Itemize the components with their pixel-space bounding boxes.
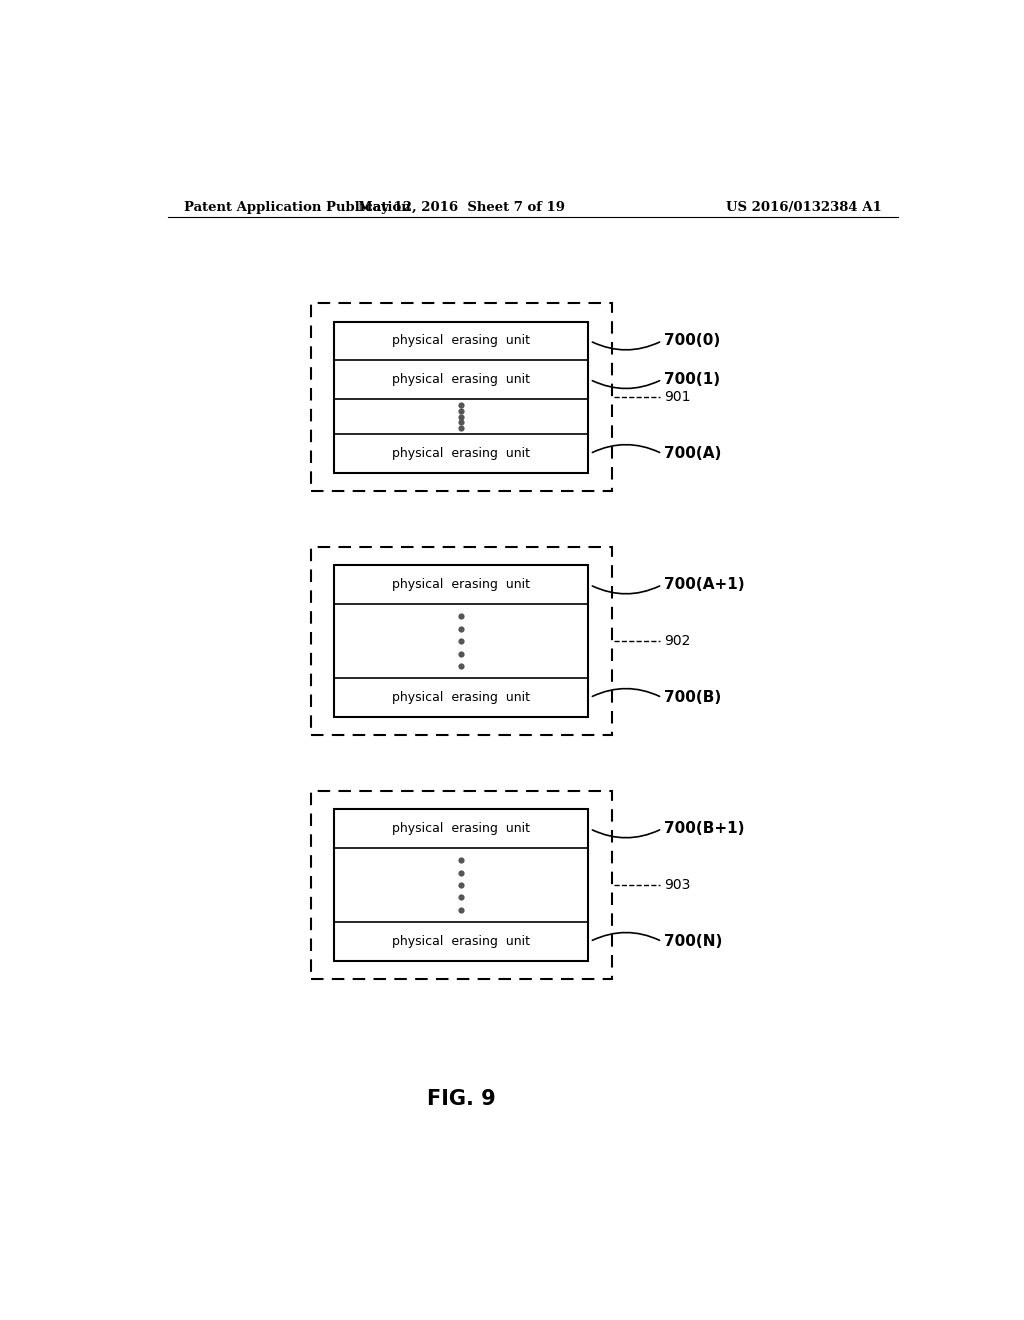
Text: physical  erasing  unit: physical erasing unit bbox=[392, 692, 530, 704]
Text: physical  erasing  unit: physical erasing unit bbox=[392, 822, 530, 836]
Text: 700(1): 700(1) bbox=[664, 372, 720, 387]
Text: US 2016/0132384 A1: US 2016/0132384 A1 bbox=[726, 201, 882, 214]
Text: 902: 902 bbox=[664, 634, 690, 648]
Text: 700(B): 700(B) bbox=[664, 690, 721, 705]
Text: 700(0): 700(0) bbox=[664, 334, 720, 348]
Text: physical  erasing  unit: physical erasing unit bbox=[392, 374, 530, 385]
FancyBboxPatch shape bbox=[334, 565, 588, 717]
Text: FIG. 9: FIG. 9 bbox=[427, 1089, 496, 1109]
Text: physical  erasing  unit: physical erasing unit bbox=[392, 447, 530, 461]
Text: physical  erasing  unit: physical erasing unit bbox=[392, 334, 530, 347]
FancyBboxPatch shape bbox=[334, 322, 588, 473]
Text: 700(A): 700(A) bbox=[664, 446, 721, 461]
Text: 901: 901 bbox=[664, 391, 690, 404]
Text: physical  erasing  unit: physical erasing unit bbox=[392, 935, 530, 948]
Text: 700(N): 700(N) bbox=[664, 935, 722, 949]
Text: 903: 903 bbox=[664, 878, 690, 892]
Text: 700(A+1): 700(A+1) bbox=[664, 577, 744, 593]
FancyBboxPatch shape bbox=[310, 304, 612, 491]
Text: 700(B+1): 700(B+1) bbox=[664, 821, 744, 836]
FancyBboxPatch shape bbox=[310, 548, 612, 735]
FancyBboxPatch shape bbox=[334, 809, 588, 961]
Text: physical  erasing  unit: physical erasing unit bbox=[392, 578, 530, 591]
Text: Patent Application Publication: Patent Application Publication bbox=[183, 201, 411, 214]
Text: May 12, 2016  Sheet 7 of 19: May 12, 2016 Sheet 7 of 19 bbox=[357, 201, 565, 214]
FancyBboxPatch shape bbox=[310, 791, 612, 979]
